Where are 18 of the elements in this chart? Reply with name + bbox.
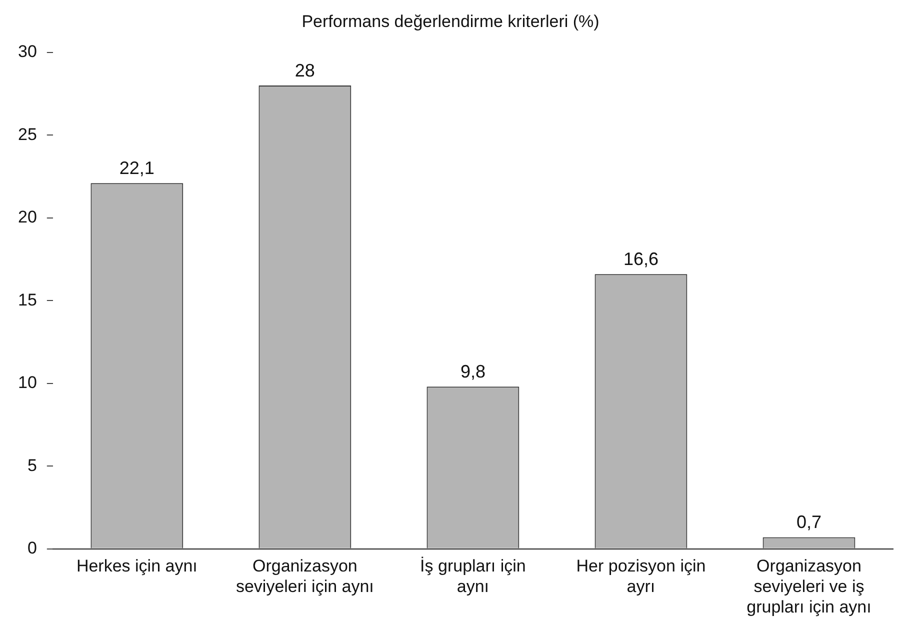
x-tick-label: Her pozisyon için ayrı (576, 556, 706, 596)
data-label: 22,1 (119, 158, 154, 178)
x-tick-label: İş grupları için aynı (420, 556, 526, 596)
y-tick-label: 0 (27, 538, 37, 558)
y-tick-label: 5 (27, 456, 37, 475)
chart-title: Performans değerlendirme kriterleri (%) (302, 12, 600, 31)
y-tick-label: 25 (18, 124, 37, 144)
y-tick-label: 20 (18, 208, 37, 227)
y-tick-label: 30 (18, 42, 37, 62)
data-label: 28 (294, 60, 315, 80)
x-tick-label: Organizasyon seviyeleri için aynı (236, 556, 374, 596)
data-label: 16,6 (623, 249, 658, 270)
data-label: 0,7 (796, 512, 822, 532)
x-tick-label: Herkes için aynı (76, 556, 198, 576)
data-label: 9,8 (460, 362, 486, 382)
y-tick-label: 15 (18, 290, 37, 310)
y-tick-label: 10 (18, 373, 37, 392)
x-tick-label: Organizasyon seviyeleri ve iş grupları için aynı (746, 556, 872, 616)
